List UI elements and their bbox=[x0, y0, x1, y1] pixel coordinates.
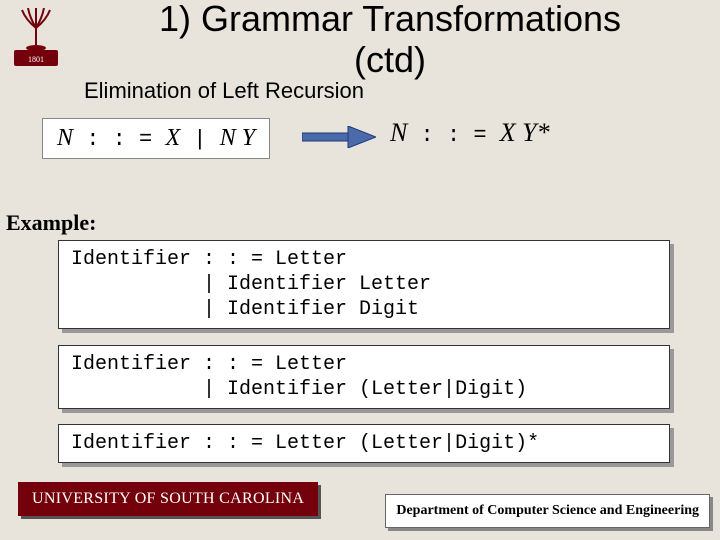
example-label: Example: bbox=[6, 210, 96, 236]
arrow-icon bbox=[302, 126, 376, 148]
rule-rhs-op: : : = bbox=[407, 123, 499, 148]
grammar-rule-right: N : : = X Y* bbox=[390, 118, 550, 148]
title-line-2: (ctd) bbox=[354, 39, 426, 80]
grammar-rule-left: N : : = X | N Y bbox=[42, 118, 270, 159]
slide-title: 1) Grammar Transformations (ctd) bbox=[80, 0, 700, 81]
code-box-1: Identifier : : = Letter | Identifier Let… bbox=[58, 240, 670, 329]
rule-pipe: | bbox=[180, 127, 220, 152]
code-box-2: Identifier : : = Letter | Identifier (Le… bbox=[58, 345, 670, 409]
slide-subtitle: Elimination of Left Recursion bbox=[84, 78, 364, 104]
rule-x: X bbox=[165, 125, 180, 151]
rule-rhs-n: N bbox=[390, 118, 407, 147]
svg-text:1801: 1801 bbox=[28, 55, 44, 64]
usc-logo: 1801 bbox=[8, 8, 64, 72]
footer-department: Department of Computer Science and Engin… bbox=[385, 494, 710, 528]
rule-ny: N Y bbox=[220, 125, 255, 151]
rule-op: : : = bbox=[73, 127, 165, 152]
title-line-1: 1) Grammar Transformations bbox=[159, 0, 621, 39]
rule-rhs-expr: X Y* bbox=[500, 118, 550, 147]
rule-lhs-n: N bbox=[57, 125, 73, 151]
code-box-3: Identifier : : = Letter (Letter|Digit)* bbox=[58, 424, 670, 463]
footer-university: UNIVERSITY OF SOUTH CAROLINA bbox=[18, 482, 318, 516]
